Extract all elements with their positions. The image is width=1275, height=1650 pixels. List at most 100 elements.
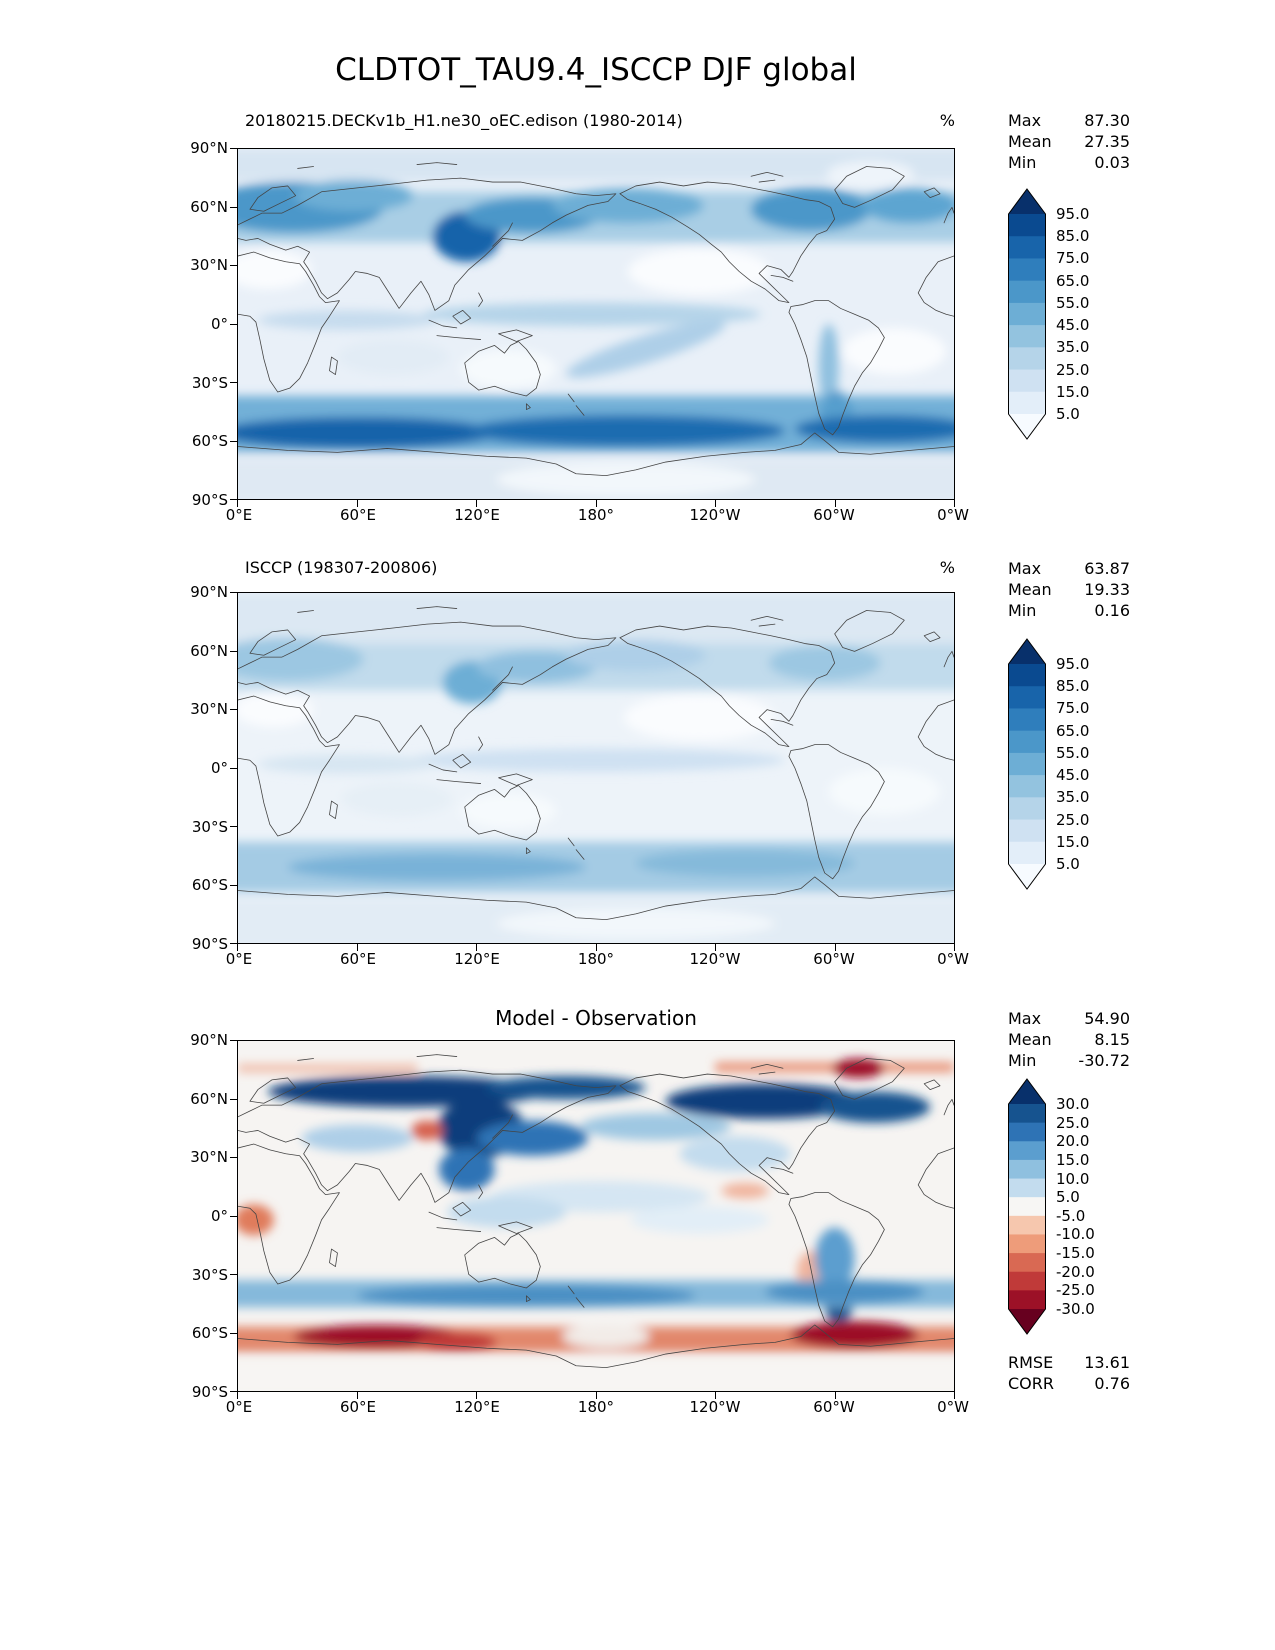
stats-observation: Max 63.87 Mean 19.33 Min 0.16 — [1008, 558, 1130, 621]
axis-tickmark — [715, 944, 716, 951]
stat-row-max: Max 63.87 — [1008, 558, 1130, 579]
stat-row-mean: Mean 27.35 — [1008, 131, 1130, 152]
stat-row-min: Min -30.72 — [1008, 1050, 1130, 1071]
stat-label: Mean — [1008, 580, 1052, 599]
lat-tick-label: 90°S — [191, 1382, 228, 1401]
lon-tick-label: 0°E — [225, 950, 253, 968]
axis-tickmark — [230, 1215, 237, 1217]
axis-tickmark — [230, 767, 237, 769]
stat-label: CORR — [1008, 1374, 1054, 1393]
colorbar-observation-labels: 95.0 85.0 75.0 65.0 55.0 45.0 35.0 25.0 15.0 5.0 — [1056, 655, 1116, 873]
axis-tickmark — [230, 265, 237, 266]
panel-model: 20180215.DECKv1b_H1.ne30_oEC.edison (198… — [0, 105, 1275, 552]
colorbar-tick-label: 35.0 — [1056, 788, 1090, 807]
axis-tickmark — [230, 592, 237, 593]
axis-tickmark — [237, 1392, 238, 1399]
panel-model-units: % — [939, 111, 955, 130]
map-difference-svg — [238, 1041, 954, 1391]
axis-tickmark — [237, 944, 238, 951]
lat-tick-label: 30°N — [190, 700, 228, 719]
axis-tickmark — [230, 826, 237, 827]
lon-axis-labels: 0°E 60°E 120°E 180° 120°W 60°W 0°W — [207, 950, 985, 968]
stat-row-min: Min 0.16 — [1008, 600, 1130, 621]
axis-tickmark — [230, 1332, 237, 1334]
axis-tickmark — [237, 500, 238, 507]
stat-label: RMSE — [1008, 1353, 1054, 1372]
panel-model-subtitle: 20180215.DECKv1b_H1.ne30_oEC.edison (198… — [245, 111, 683, 130]
lon-tick-label: 120°W — [689, 1398, 741, 1416]
stat-value: 0.76 — [1094, 1374, 1130, 1393]
stat-label: Max — [1008, 1009, 1042, 1028]
colorbar-tick-label: -15.0 — [1056, 1244, 1095, 1262]
axis-tickmark — [230, 1098, 237, 1100]
lon-tick-label: 120°E — [454, 950, 500, 968]
lon-tick-label: 120°W — [689, 506, 741, 524]
axis-tickmark — [595, 500, 597, 507]
lon-tick-label: 120°W — [689, 950, 741, 968]
lat-tick-label: 0° — [210, 758, 228, 777]
stat-label: Min — [1008, 601, 1037, 620]
lat-tick-label: 60°S — [191, 876, 228, 895]
lon-tick-label: 0°E — [225, 506, 253, 524]
axis-tickmark — [834, 1392, 836, 1399]
axis-tickmark — [834, 944, 836, 951]
lat-axis-labels: 90°N 60°N 30°N 0° 30°S 60°S 90°S — [140, 1031, 228, 1401]
axis-tickmark — [715, 500, 716, 507]
stat-value: 63.87 — [1084, 559, 1130, 578]
axis-tickmark — [476, 1392, 477, 1399]
colorbar-tick-label: 75.0 — [1056, 699, 1090, 718]
colorbar-tick-label: 45.0 — [1056, 766, 1090, 785]
axis-tickmark — [595, 1392, 597, 1399]
stat-label: Max — [1008, 559, 1042, 578]
lat-tick-label: 60°S — [191, 1324, 228, 1343]
stat-value: 8.15 — [1094, 1030, 1130, 1049]
colorbar-model — [1008, 188, 1046, 440]
colorbar-svg — [1008, 188, 1046, 440]
colorbar-tick-label: 65.0 — [1056, 721, 1090, 740]
lat-tick-label: 0° — [210, 1206, 228, 1225]
lat-tick-label: 90°N — [190, 139, 228, 157]
axis-tickmark — [954, 944, 955, 951]
colorbar-tick-label: -25.0 — [1056, 1281, 1095, 1300]
lat-axis-labels: 90°N 60°N 30°N 0° 30°S 60°S 90°S — [140, 139, 228, 509]
lat-tick-label: 60°N — [190, 197, 228, 216]
lon-axis-labels: 0°E 60°E 120°E 180° 120°W 60°W 0°W — [207, 1398, 985, 1416]
colorbar-tick-label: 5.0 — [1056, 1188, 1080, 1207]
axis-tickmark — [230, 206, 237, 208]
lon-tick-label: 0°W — [937, 506, 969, 524]
panel-obs-units: % — [939, 558, 955, 577]
lon-tick-label: 60°E — [339, 950, 377, 968]
lat-tick-label: 30°S — [191, 1265, 228, 1284]
colorbar-tick-label: 45.0 — [1056, 316, 1090, 335]
lon-tick-label: 180° — [577, 1398, 615, 1416]
stat-value: 87.30 — [1084, 111, 1130, 130]
colorbar-tick-label: 55.0 — [1056, 293, 1090, 312]
stats-difference: Max 54.90 Mean 8.15 Min -30.72 — [1008, 1008, 1130, 1071]
colorbar-tick-label: 10.0 — [1056, 1169, 1090, 1188]
y-axis-ticks — [230, 1040, 237, 1392]
lat-tick-label: 60°N — [190, 1089, 228, 1108]
stat-value: 27.35 — [1084, 132, 1130, 151]
x-axis-ticks — [237, 944, 955, 951]
lon-tick-label: 60°W — [813, 950, 855, 968]
map-model — [237, 148, 955, 500]
colorbar-tick-label: -30.0 — [1056, 1299, 1095, 1318]
axis-tickmark — [715, 1392, 716, 1399]
colorbar-tick-label: 55.0 — [1056, 743, 1090, 762]
lat-tick-label: 90°S — [191, 934, 228, 953]
axis-tickmark — [954, 1392, 955, 1399]
panel-obs-subtitle: ISCCP (198307-200806) — [245, 558, 438, 577]
lat-tick-label: 30°N — [190, 1148, 228, 1167]
lon-tick-label: 120°E — [454, 1398, 500, 1416]
lon-tick-label: 0°E — [225, 1398, 253, 1416]
colorbar-tick-label: 15.0 — [1056, 832, 1090, 851]
axis-tickmark — [230, 709, 237, 710]
stat-label: Min — [1008, 1051, 1037, 1070]
stat-row-corr: CORR 0.76 — [1008, 1373, 1130, 1394]
colorbar-tick-label: 85.0 — [1056, 227, 1090, 246]
axis-tickmark — [476, 500, 477, 507]
colorbar-tick-label: 95.0 — [1056, 655, 1090, 673]
panel-difference: Model - Observation — [0, 1000, 1275, 1440]
lat-tick-label: 30°S — [191, 817, 228, 836]
